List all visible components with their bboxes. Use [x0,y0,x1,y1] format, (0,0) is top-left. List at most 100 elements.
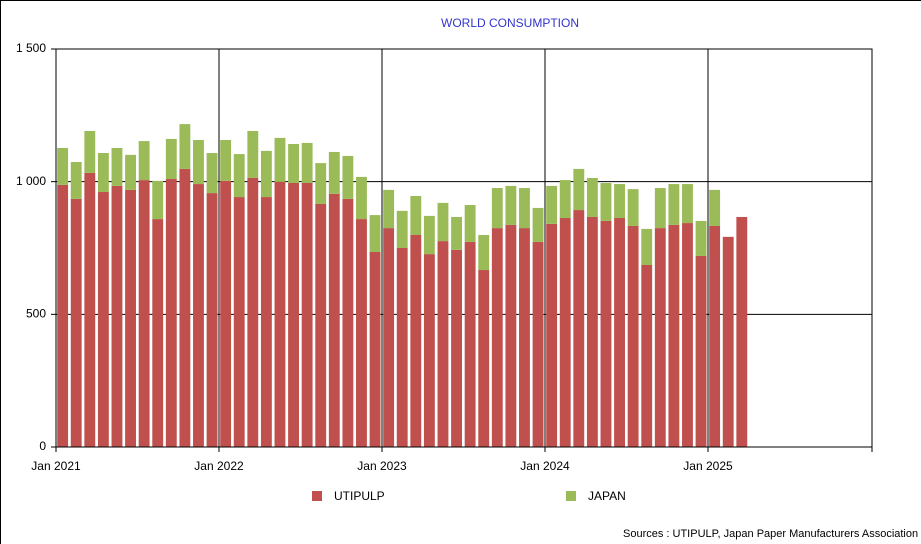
y-tick-label: 0 [39,439,46,453]
bar-segment [111,185,123,448]
bar-segment [654,188,666,229]
bar-segment [600,220,612,447]
bar-segment [614,218,625,447]
bar-segment [627,189,639,226]
bar-segment [274,137,286,182]
bar-segment [220,180,232,447]
bar-segment [396,248,408,447]
bar-segment [125,154,136,190]
x-tick-label: Jan 2023 [357,459,407,473]
bar-segment [682,184,693,224]
bar-segment [57,147,69,185]
bar-segment [315,203,327,447]
bar-segment [464,241,476,447]
bar-segment [84,172,96,448]
bar-segment [369,215,381,252]
bar-segment [546,185,558,224]
legend-swatch [566,491,576,501]
bar-segment [722,236,734,447]
bar-segment [97,153,109,193]
bar-segment [206,153,218,194]
bar-segment [586,177,598,217]
bar-segment [464,205,476,242]
bar-segment [491,188,503,229]
bar-segment [288,182,299,447]
bar-segment [641,228,653,265]
bar-segment [573,168,585,211]
bar-segment [138,141,150,181]
bar-segment [559,218,571,447]
bar-segment [179,168,191,447]
bar-segment [478,234,490,271]
bar-segment [668,224,680,447]
bar-segment [423,254,435,447]
bar-segment [165,179,177,447]
bar-segment [233,154,245,198]
bar-segment [586,216,598,447]
bar-segment [736,216,748,447]
bar-segment [478,270,490,447]
bar-segment [342,198,354,447]
legend-swatch [312,491,322,501]
bar-segment [342,155,354,199]
bar-segment [396,210,408,248]
bar-segment [260,197,272,447]
y-tick-label: 500 [26,307,46,321]
bar-segment [437,202,449,242]
bar-segment [641,264,653,447]
bar-segment [614,184,625,219]
bar-segment [437,241,449,447]
bar-segment [505,185,517,225]
bar-segment [383,189,395,229]
bar-segment [138,180,150,448]
bar-segment [179,124,191,169]
bar-segment [695,220,707,256]
bar-segment [505,224,517,447]
bar-segment [165,138,177,180]
bar-segment [383,228,395,447]
bar-segment [274,181,286,447]
bar-segment [328,151,340,194]
bar-segment [695,255,707,447]
y-tick-label: 1 500 [16,41,46,55]
bar-segment [193,184,204,447]
bar-segment [709,225,721,447]
bar-segment [233,197,245,447]
bar-segment [57,184,69,448]
x-tick-label: Jan 2025 [683,459,733,473]
x-tick-label: Jan 2024 [520,459,570,473]
bar-segment [301,182,313,447]
bar-segment [220,140,232,181]
bar-segment [519,228,530,447]
bar-segment [70,162,82,199]
bar-segment [519,188,530,229]
bar-segment [206,193,218,447]
chart-title: WORLD CONSUMPTION [441,16,579,30]
bar-segment [288,143,299,183]
source-note: Sources : UTIPULP, Japan Paper Manufactu… [623,528,918,540]
bar-segment [532,207,544,242]
plot-frame [55,48,873,448]
bar-segment [573,210,585,447]
bar-segment [532,241,544,447]
bar-segment [356,219,367,447]
bar-segment [247,130,259,178]
bar-segment [410,234,422,447]
bar-segment [152,180,164,220]
bar-segment [301,142,313,183]
bar-segment [627,225,639,447]
y-tick-label: 1 000 [16,174,46,188]
legend-label: JAPAN [588,489,626,503]
bar-segment [193,140,204,185]
legend-label: UTIPULP [334,489,385,503]
bar-segment [410,195,422,235]
bar-segment [668,184,680,225]
bar-segment [356,176,367,220]
bar-segment [709,189,721,226]
x-tick-label: Jan 2021 [31,459,81,473]
x-tick-label: Jan 2022 [194,459,244,473]
bar-segment [600,182,612,221]
bar-segment [451,216,462,250]
bar-segment [423,215,435,255]
